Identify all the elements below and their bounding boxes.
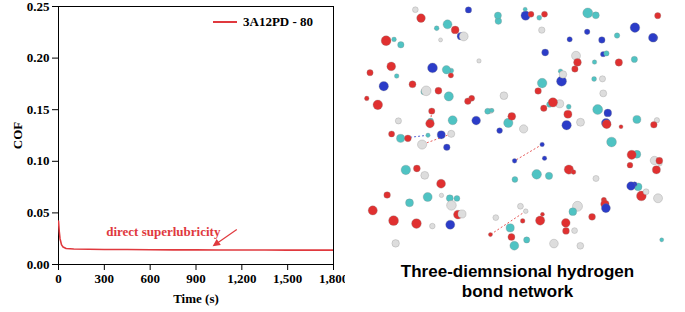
svg-text:0.00: 0.00 — [27, 257, 50, 272]
svg-text:1,800: 1,800 — [319, 271, 345, 286]
svg-text:0.20: 0.20 — [27, 50, 50, 65]
svg-text:0.15: 0.15 — [27, 102, 50, 117]
svg-text:0.10: 0.10 — [27, 153, 50, 168]
svg-text:1,500: 1,500 — [273, 271, 302, 286]
html-text:3A12PD - 80: 3A12PD - 80 — [243, 14, 313, 29]
svg-text:Time (s): Time (s) — [173, 291, 219, 306]
svg-text:0: 0 — [55, 271, 62, 286]
svg-text:0.25: 0.25 — [27, 0, 50, 14]
svg-text:1,200: 1,200 — [227, 271, 256, 286]
svg-text:direct superlubricity: direct superlubricity — [106, 224, 221, 239]
svg-text:COF: COF — [10, 122, 25, 150]
svg-text:0.05: 0.05 — [27, 205, 50, 220]
svg-text:300: 300 — [95, 271, 115, 286]
html-text:Three-diemnsional hydrogen bon: Three-diemnsional hydrogen bond network — [400, 262, 635, 301]
svg-text:900: 900 — [186, 271, 206, 286]
svg-text:600: 600 — [140, 271, 160, 286]
